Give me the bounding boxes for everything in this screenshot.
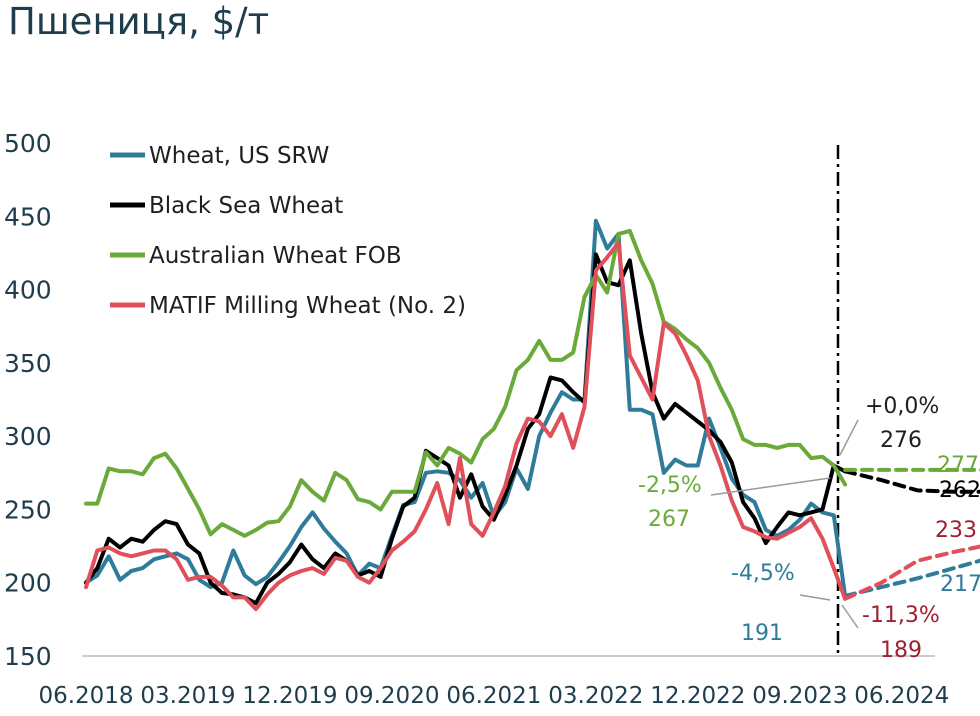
annotation-label: 262: [939, 478, 980, 503]
x-tick-label: 06.2021: [446, 683, 541, 709]
annotation-label: 217: [940, 572, 980, 597]
x-tick-label: 09.2023: [752, 683, 847, 709]
annotation-label: -4,5%: [731, 561, 795, 586]
y-tick-label: 450: [4, 202, 52, 231]
annotation-leader: [839, 419, 859, 456]
x-tick-label: 09.2020: [344, 683, 439, 709]
legend-label: MATIF Milling Wheat (No. 2): [149, 293, 466, 319]
x-tick-label: 06.2018: [38, 683, 133, 709]
annotation-label: 233: [935, 518, 977, 543]
y-tick-label: 350: [4, 349, 52, 378]
series-lines: [84, 218, 980, 612]
series-matif-milling-wheat-no-2: [84, 240, 848, 612]
annotation-label: -11,3%: [862, 603, 940, 628]
y-tick-label: 300: [4, 422, 52, 451]
y-axis: 500 450 400 350 300 250 200 150: [4, 129, 52, 671]
forecast-black-sea-wheat: [843, 469, 980, 494]
legend-label: Wheat, US SRW: [149, 143, 329, 169]
x-tick-label: 12.2022: [650, 683, 745, 709]
annotation-label: 277: [937, 453, 979, 478]
y-tick-label: 250: [4, 495, 52, 524]
legend-label: Black Sea Wheat: [149, 193, 343, 219]
annotation-label: +0,0%: [865, 394, 939, 419]
y-tick-label: 150: [4, 642, 52, 671]
legend-label: Australian Wheat FOB: [149, 243, 402, 269]
series-australian-wheat-fob: [84, 228, 848, 538]
annotation-label: 189: [880, 638, 922, 663]
x-tick-label: 03.2022: [548, 683, 643, 709]
forecast-matif-milling-wheat-no-2: [843, 544, 980, 601]
x-tick-label: 06.2024: [854, 683, 949, 709]
legend: Wheat, US SRW Black Sea Wheat Australian W…: [110, 143, 466, 319]
annotation-label: 276: [880, 428, 922, 453]
x-tick-label: 12.2019: [242, 683, 337, 709]
annotation-label: 267: [648, 507, 690, 532]
annotation-leader: [841, 604, 859, 629]
y-tick-label: 400: [4, 276, 52, 305]
annotation-leader: [710, 477, 831, 496]
annotation-label: 191: [741, 621, 783, 646]
y-tick-label: 200: [4, 569, 52, 598]
x-axis: 06.2018 03.2019 12.2019 09.2020 06.2021 03.20…: [38, 655, 949, 709]
chart-title: Пшениця, $/т: [8, 0, 270, 43]
annotation-label: -2,5%: [638, 473, 702, 498]
y-tick-label: 500: [4, 129, 52, 158]
annotation-leader: [799, 594, 831, 601]
x-tick-label: 03.2019: [140, 683, 235, 709]
